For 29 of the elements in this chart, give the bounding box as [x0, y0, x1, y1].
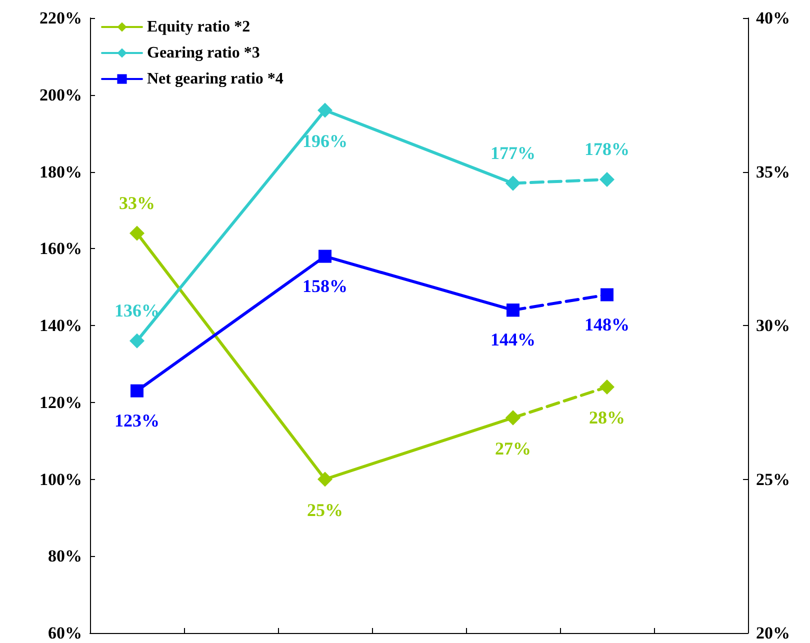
y2-tick-label: 35% — [756, 162, 790, 182]
legend-label: Equity ratio *2 — [147, 18, 250, 36]
data-label: 27% — [495, 438, 531, 458]
data-label: 148% — [584, 314, 630, 334]
data-label: 196% — [302, 130, 348, 151]
data-label: 25% — [307, 500, 343, 520]
y-tick-label: 120% — [40, 392, 82, 412]
y2-tick-label: 30% — [756, 316, 790, 335]
data-label: 136% — [114, 300, 160, 320]
y-tick-label: 200% — [40, 85, 82, 104]
y2-tick-label: 40% — [756, 8, 790, 28]
data-label: 144% — [490, 330, 536, 350]
y-tick-label: 140% — [40, 316, 82, 335]
y-tick-label: 180% — [40, 162, 82, 182]
data-label: 33% — [119, 192, 155, 213]
data-label: 177% — [490, 142, 536, 163]
data-label: 28% — [589, 408, 625, 428]
y-tick-label: 100% — [40, 470, 82, 489]
data-label: 178% — [584, 138, 630, 159]
y-tick-label: 220% — [40, 8, 82, 28]
legend-label: Gearing ratio *3 — [147, 44, 260, 62]
legend-label: Net gearing ratio *4 — [147, 70, 284, 88]
y2-tick-label: 20% — [756, 624, 790, 642]
y-tick-label: 60% — [48, 624, 82, 642]
data-label: 123% — [114, 410, 160, 430]
y-tick-label: 160% — [40, 239, 82, 258]
y-tick-label: 80% — [48, 546, 82, 566]
y2-tick-label: 25% — [756, 470, 790, 489]
data-label: 158% — [302, 276, 348, 296]
